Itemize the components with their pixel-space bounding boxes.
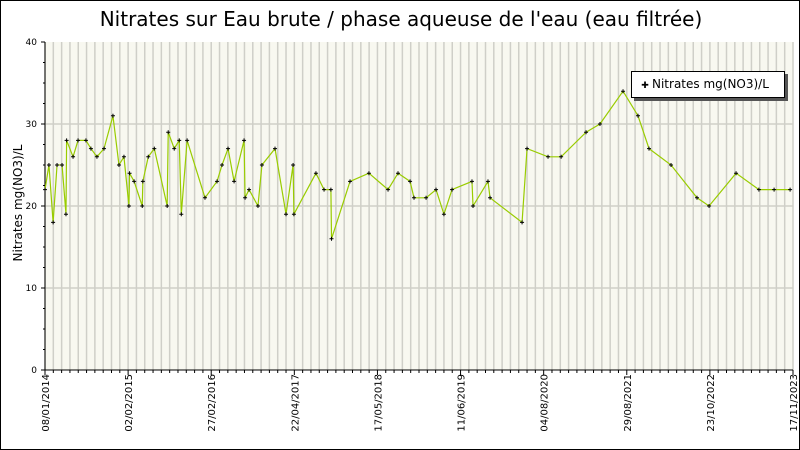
x-tick-label: 22/04/2017 bbox=[290, 374, 301, 432]
x-tick-label: 08/01/2014 bbox=[41, 374, 52, 432]
x-tick-label: 27/02/2016 bbox=[207, 374, 218, 432]
data-point bbox=[520, 220, 525, 225]
data-point bbox=[259, 163, 264, 167]
data-point bbox=[322, 187, 327, 192]
data-point bbox=[121, 154, 126, 159]
data-point bbox=[313, 171, 318, 176]
data-point bbox=[441, 212, 446, 217]
x-tick-label: 17/05/2018 bbox=[373, 374, 384, 432]
y-tick-label: 10 bbox=[26, 284, 38, 294]
x-tick-label: 17/11/2023 bbox=[789, 374, 800, 432]
data-point bbox=[386, 187, 391, 192]
data-point bbox=[408, 179, 413, 184]
data-point bbox=[110, 113, 115, 118]
x-tick-label: 11/06/2019 bbox=[457, 374, 468, 432]
data-point bbox=[424, 195, 429, 200]
data-point bbox=[127, 171, 132, 176]
data-point bbox=[396, 171, 401, 176]
data-point bbox=[707, 204, 712, 208]
data-point bbox=[146, 154, 151, 159]
legend: ✚ Nitrates mg(NO3)/L bbox=[631, 71, 785, 98]
data-point bbox=[695, 195, 700, 200]
data-point bbox=[140, 179, 145, 184]
data-point bbox=[243, 195, 248, 200]
data-point bbox=[55, 163, 60, 167]
data-point bbox=[291, 163, 296, 167]
data-point bbox=[485, 179, 490, 184]
data-point bbox=[102, 146, 107, 151]
data-point bbox=[471, 204, 476, 208]
data-point bbox=[488, 195, 493, 200]
data-point bbox=[772, 187, 777, 192]
data-point bbox=[647, 146, 652, 151]
data-point bbox=[434, 187, 439, 192]
data-point bbox=[94, 154, 99, 159]
data-point bbox=[450, 187, 455, 192]
y-tick-label: 40 bbox=[26, 38, 38, 48]
data-point bbox=[51, 220, 56, 225]
data-point bbox=[559, 154, 564, 159]
data-point bbox=[185, 138, 190, 143]
legend-marker-icon: ✚ bbox=[641, 81, 649, 91]
data-point bbox=[179, 212, 184, 217]
data-point bbox=[140, 204, 145, 208]
y-tick-label: 0 bbox=[31, 366, 37, 376]
data-point bbox=[177, 138, 182, 143]
data-point bbox=[88, 146, 93, 151]
data-point bbox=[328, 187, 333, 192]
x-tick-label: 29/08/2021 bbox=[623, 374, 634, 432]
data-point bbox=[63, 212, 68, 217]
data-point bbox=[584, 130, 589, 135]
data-point bbox=[60, 163, 65, 167]
data-point bbox=[166, 130, 171, 135]
data-point bbox=[273, 146, 278, 151]
data-point bbox=[242, 138, 247, 143]
data-point bbox=[291, 212, 296, 217]
data-point bbox=[669, 163, 674, 167]
data-point bbox=[64, 138, 69, 143]
data-point bbox=[76, 138, 81, 143]
y-tick-label: 20 bbox=[26, 202, 38, 212]
data-point bbox=[788, 187, 793, 192]
data-point bbox=[232, 179, 237, 184]
data-point bbox=[329, 236, 334, 241]
y-tick-label: 30 bbox=[26, 120, 38, 130]
data-point bbox=[202, 195, 207, 200]
x-tick-label: 02/02/2015 bbox=[124, 374, 135, 432]
data-point bbox=[43, 187, 47, 192]
data-point bbox=[165, 204, 170, 208]
data-point bbox=[412, 195, 417, 200]
data-point bbox=[621, 89, 626, 94]
data-point bbox=[215, 179, 220, 184]
data-point bbox=[635, 113, 640, 118]
data-point bbox=[597, 122, 602, 126]
data-point bbox=[284, 212, 289, 217]
data-point bbox=[255, 204, 260, 208]
data-point bbox=[366, 171, 371, 176]
data-point bbox=[132, 179, 137, 184]
x-tick-label: 04/08/2020 bbox=[540, 374, 551, 432]
data-point bbox=[220, 163, 225, 167]
data-point bbox=[247, 187, 252, 192]
x-tick-label: 23/10/2022 bbox=[706, 374, 717, 432]
data-point bbox=[348, 179, 353, 184]
legend-label: Nitrates mg(NO3)/L bbox=[652, 77, 769, 91]
data-point bbox=[469, 179, 474, 184]
data-point bbox=[525, 146, 530, 151]
data-point bbox=[756, 187, 761, 192]
data-point bbox=[226, 146, 231, 151]
data-point bbox=[172, 146, 177, 151]
data-point bbox=[46, 163, 51, 167]
data-point bbox=[546, 154, 551, 159]
data-point bbox=[116, 163, 121, 167]
data-point bbox=[83, 138, 88, 143]
data-point bbox=[126, 204, 131, 208]
data-point bbox=[71, 154, 76, 159]
data-point bbox=[734, 171, 739, 176]
data-point bbox=[152, 146, 157, 151]
chart-title: Nitrates sur Eau brute / phase aqueuse d… bbox=[99, 7, 703, 31]
